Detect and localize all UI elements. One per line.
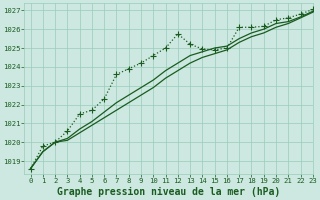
X-axis label: Graphe pression niveau de la mer (hPa): Graphe pression niveau de la mer (hPa) — [57, 187, 280, 197]
